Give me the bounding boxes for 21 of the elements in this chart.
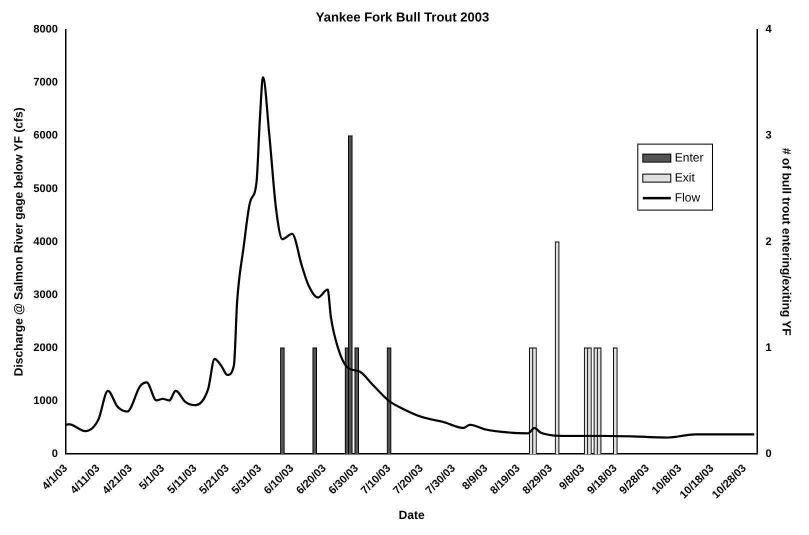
legend-label: Enter bbox=[674, 150, 704, 164]
y2-tick-label: 1 bbox=[765, 342, 772, 354]
y-tick-label: 3000 bbox=[33, 288, 58, 301]
y-tick-label: 4000 bbox=[33, 236, 58, 248]
y2-tick-label: 3 bbox=[765, 130, 772, 142]
legend-label: Exit bbox=[674, 170, 696, 184]
y-tick-label: 1000 bbox=[33, 394, 58, 407]
y2-tick-label: 0 bbox=[765, 448, 772, 460]
y-axis-title: Discharge @ Salmon River gage below YF (cfs) bbox=[12, 107, 26, 376]
chart-title: Yankee Fork Bull Trout 2003 bbox=[316, 9, 490, 24]
y2-tick-label: 4 bbox=[765, 24, 772, 36]
y2-tick-label: 2 bbox=[765, 236, 772, 248]
y-tick-label: 5000 bbox=[33, 182, 58, 195]
legend-label: Flow bbox=[674, 190, 700, 204]
y-tick-label: 7000 bbox=[33, 76, 58, 89]
y-tick-label: 8000 bbox=[33, 24, 58, 36]
y-tick-label: 2000 bbox=[33, 342, 58, 354]
y-tick-label: 0 bbox=[52, 448, 58, 460]
x-axis-title: Date bbox=[398, 508, 426, 522]
y-tick-label: 6000 bbox=[33, 130, 58, 142]
y2-axis-title: # of bull trout entering/exiting YF bbox=[779, 148, 794, 336]
